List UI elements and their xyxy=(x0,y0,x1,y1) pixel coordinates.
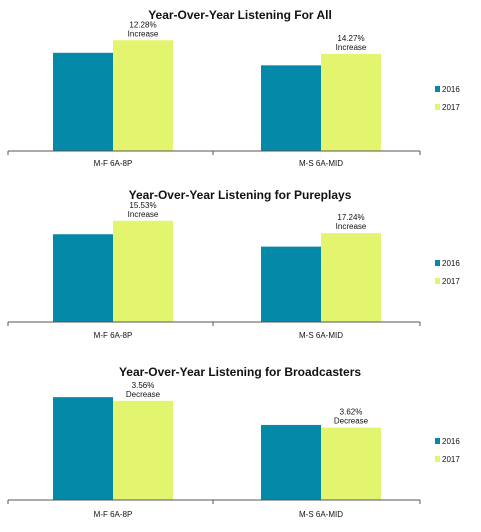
category-label: M-S 6A-MID xyxy=(299,331,343,340)
bar-2016-1 xyxy=(261,424,321,500)
bar-2017-1 xyxy=(321,233,381,322)
category-label: M-F 6A-8P xyxy=(94,510,133,519)
bar-2017-0 xyxy=(113,40,173,152)
bar-2016-0 xyxy=(53,397,113,500)
category-label: M-F 6A-8P xyxy=(94,331,133,340)
bar-2017-0 xyxy=(113,400,173,500)
bar-2017-1 xyxy=(321,427,381,500)
legend-label-2016: 2016 xyxy=(442,259,460,268)
chart-title: Year-Over-Year Listening for Broadcaster… xyxy=(119,365,361,379)
chart-title: Year-Over-Year Listening for Pureplays xyxy=(129,188,352,202)
legend-swatch-2017 xyxy=(435,278,440,284)
annotation-percent: 14.27% xyxy=(337,34,364,43)
chart-title: Year-Over-Year Listening For All xyxy=(148,8,332,22)
legend-swatch-2016 xyxy=(435,260,440,266)
bar-2017-0 xyxy=(113,220,173,322)
annotation-direction: Increase xyxy=(128,210,159,219)
legend-swatch-2016 xyxy=(435,86,440,92)
annotation-percent: 17.24% xyxy=(337,213,364,222)
annotation-percent: 12.28% xyxy=(129,20,156,29)
legend-label-2016: 2016 xyxy=(442,85,460,94)
category-label: M-S 6A-MID xyxy=(299,510,343,519)
bar-2016-1 xyxy=(261,246,321,322)
bar-2016-0 xyxy=(53,234,113,322)
annotation-direction: Decrease xyxy=(334,417,369,426)
annotation-direction: Decrease xyxy=(126,390,161,399)
legend-swatch-2017 xyxy=(435,456,440,462)
legend-label-2017: 2017 xyxy=(442,277,460,286)
bar-2017-1 xyxy=(321,53,381,151)
annotation-percent: 3.62% xyxy=(340,408,363,417)
category-label: M-F 6A-8P xyxy=(94,159,133,168)
annotation-percent: 15.53% xyxy=(129,201,156,210)
legend-label-2017: 2017 xyxy=(442,103,460,112)
bar-2016-1 xyxy=(261,65,321,151)
annotation-direction: Increase xyxy=(336,43,367,52)
annotation-direction: Increase xyxy=(128,29,159,38)
legend-label-2017: 2017 xyxy=(442,455,460,464)
annotation-direction: Increase xyxy=(336,222,367,231)
annotation-percent: 3.56% xyxy=(132,381,155,390)
category-label: M-S 6A-MID xyxy=(299,159,343,168)
legend-swatch-2016 xyxy=(435,438,440,444)
bar-2016-0 xyxy=(53,52,113,151)
legend-swatch-2017 xyxy=(435,104,440,110)
legend-label-2016: 2016 xyxy=(442,437,460,446)
